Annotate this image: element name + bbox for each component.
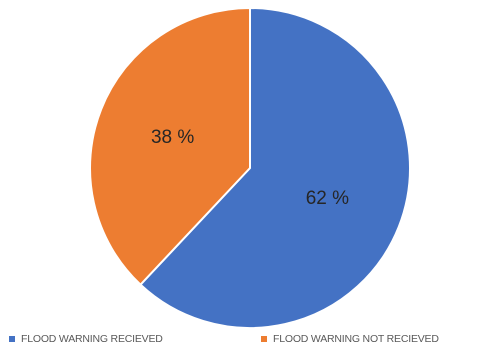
legend-swatch-received (9, 336, 15, 342)
legend-item-not-received: FLOOD WARNING NOT RECIEVED (261, 333, 439, 345)
legend-label-not-received: FLOOD WARNING NOT RECIEVED (273, 333, 439, 345)
pie-slice-not-received (89, 6, 251, 287)
legend-label-received: FLOOD WARNING RECIEVED (21, 333, 163, 345)
data-label-not-received: 38 % (151, 127, 194, 148)
legend-item-received: FLOOD WARNING RECIEVED (9, 333, 163, 345)
pie-slice-received (139, 6, 411, 329)
legend: FLOOD WARNING RECIEVED FLOOD WARNING NOT… (0, 333, 498, 355)
pie-plot-area: 62 % 38 % (89, 6, 411, 329)
legend-swatch-not-received (261, 336, 267, 342)
data-label-received: 62 % (306, 188, 349, 209)
